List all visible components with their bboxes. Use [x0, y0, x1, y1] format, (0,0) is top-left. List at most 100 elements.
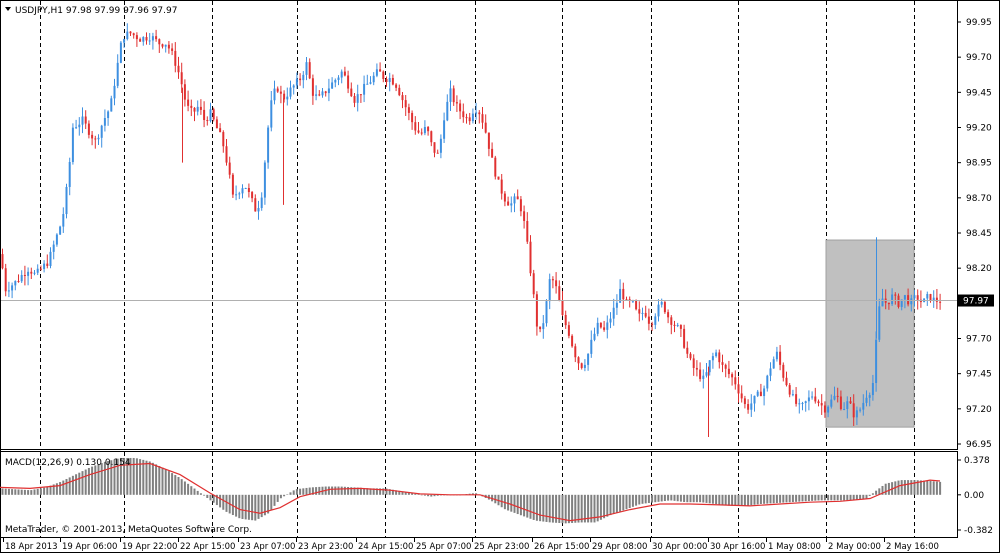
macd-bar [283, 494, 286, 497]
candle-body [36, 268, 39, 273]
macd-bar [865, 494, 868, 499]
macd-bar [833, 494, 836, 501]
copyright-text: MetaTrader, © 2001-2013, MetaQuotes Soft… [5, 525, 252, 535]
macd-bar [606, 494, 609, 517]
candle-body [94, 138, 97, 140]
candle-body [305, 62, 308, 75]
macd-bar [369, 488, 372, 495]
candle-body [212, 109, 215, 120]
candle-body [4, 268, 7, 292]
macd-bar [843, 494, 846, 501]
macd-bar [391, 489, 394, 495]
macd-bar [276, 494, 279, 502]
macd-bar [129, 457, 132, 495]
macd-bar [740, 494, 743, 506]
candle-body [702, 375, 705, 379]
macd-bar [142, 459, 145, 495]
candle-body [772, 359, 775, 369]
macd-bar [231, 494, 234, 516]
candle-body [731, 374, 734, 378]
macd-bar [689, 494, 692, 503]
macd-bar [779, 494, 782, 503]
macd-bar [347, 486, 350, 495]
macd-bar [100, 463, 103, 495]
candle-body [603, 327, 606, 330]
candle-body [177, 65, 180, 73]
candle-body [711, 356, 714, 361]
macd-bar [660, 494, 663, 502]
macd-bar [910, 480, 913, 495]
macd-bar [209, 494, 212, 501]
candle-body [222, 132, 225, 147]
candle-body [196, 106, 199, 112]
macd-bar [567, 494, 570, 524]
macd-bar [532, 494, 535, 520]
candle-body [692, 358, 695, 368]
macd-bar [187, 483, 190, 495]
candle-body [612, 307, 615, 319]
candle-body [523, 211, 526, 221]
candle-body [891, 294, 894, 305]
macd-bar [635, 494, 638, 506]
candle-body [171, 48, 174, 51]
macd-bar [199, 493, 202, 495]
candle-body [148, 40, 151, 42]
candle-body [247, 188, 250, 193]
candle-body [795, 394, 798, 404]
macd-bar [919, 480, 922, 495]
macd-bar [647, 494, 650, 503]
macd-bar [244, 494, 247, 520]
candle-body [139, 39, 142, 42]
macd-bar [667, 494, 670, 501]
candle-body [667, 312, 670, 318]
candle-body [849, 401, 852, 404]
candle-body [439, 138, 442, 153]
macd-bar [788, 494, 791, 503]
candle-body [17, 281, 20, 283]
candle-body [743, 398, 746, 405]
candle-body [929, 294, 932, 302]
macd-bar [49, 485, 52, 495]
macd-bar [721, 494, 724, 505]
candle-body [555, 280, 558, 287]
macd-bar [180, 479, 183, 495]
candle-body [91, 134, 94, 139]
price-tick-label: 98.20 [966, 264, 992, 274]
macd-bar [225, 494, 228, 512]
macd-bar [887, 482, 890, 495]
macd-bar [273, 494, 276, 506]
dropdown-arrow-icon[interactable] [5, 7, 11, 11]
candle-body [580, 363, 583, 368]
macd-bar [148, 461, 151, 495]
candle-body [286, 96, 289, 100]
candle-body [587, 353, 590, 365]
macd-bar [935, 481, 938, 495]
candle-body [654, 316, 657, 325]
candle-body [507, 201, 510, 206]
candle-body [887, 302, 890, 305]
macd-bar [654, 494, 657, 503]
macd-bar [644, 494, 647, 504]
candle-body [388, 77, 391, 83]
candle-body [606, 322, 609, 330]
candle-body [369, 82, 372, 84]
macd-bar [820, 494, 823, 501]
macd-bar [420, 494, 423, 496]
macd-bar [411, 493, 414, 495]
candle-body [372, 75, 375, 83]
macd-bar [311, 487, 314, 495]
candle-body [913, 295, 916, 299]
candle-body [926, 294, 929, 299]
macd-bar [177, 477, 180, 495]
macd-bar [436, 494, 439, 496]
macd-bar [158, 465, 161, 495]
price-tick-label: 97.20 [966, 405, 992, 415]
candle-body [558, 286, 561, 301]
candle-body [622, 288, 625, 300]
candle-body [401, 95, 404, 101]
candle-body [119, 42, 122, 63]
macd-bar [43, 487, 46, 495]
macd-bar [513, 494, 516, 513]
macd-bar [814, 494, 817, 501]
